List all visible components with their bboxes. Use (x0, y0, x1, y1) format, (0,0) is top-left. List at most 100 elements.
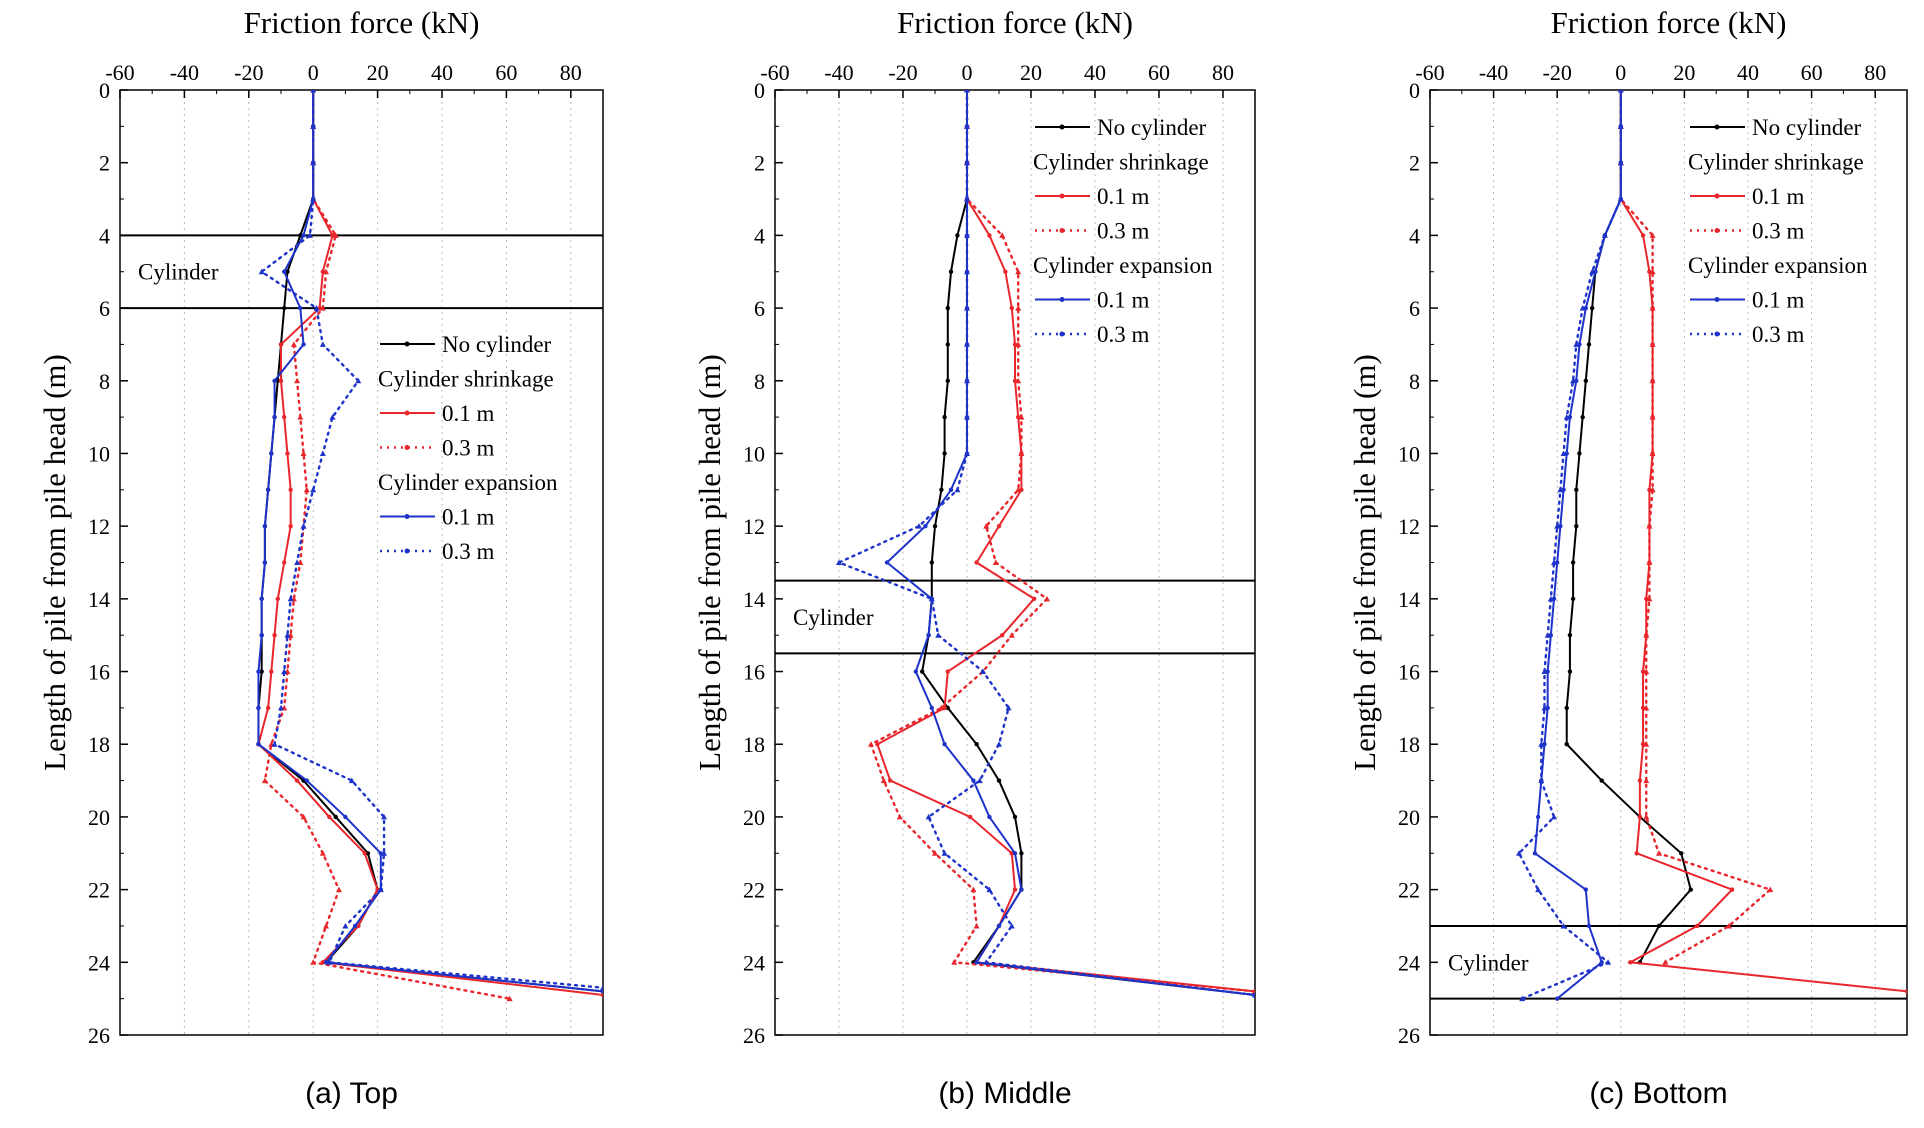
legend-marker (404, 548, 410, 554)
data-point (951, 959, 958, 965)
y-tick-label: 24 (88, 950, 110, 975)
y-tick-label: 26 (743, 1023, 765, 1048)
data-point (1583, 887, 1589, 892)
data-point (1000, 632, 1005, 638)
data-point (352, 923, 358, 929)
data-point (1519, 995, 1526, 1002)
data-point (1532, 851, 1538, 856)
y-tick-label: 2 (99, 151, 110, 176)
data-point (319, 341, 326, 347)
data-point (1560, 922, 1567, 929)
data-point (836, 559, 842, 565)
data-point (1008, 922, 1015, 929)
x-tick-label: -20 (1543, 60, 1572, 85)
legend-marker (1714, 193, 1720, 199)
data-point (983, 959, 990, 965)
x-tick-label: -40 (824, 60, 853, 85)
data-point (278, 378, 284, 383)
data-point (1541, 668, 1548, 675)
data-point (964, 414, 970, 420)
legend-group-label: Cylinder expansion (1033, 253, 1213, 278)
data-point (964, 159, 970, 166)
data-point (310, 959, 317, 965)
x-tick-label: -60 (105, 60, 134, 85)
legend: No cylinder Cylinder shrinkage 0.1 m 0.3 m C… (378, 332, 558, 564)
y-tick-label: 8 (1409, 369, 1420, 394)
data-point (262, 523, 268, 529)
data-point (973, 922, 980, 929)
x-tick-label: 60 (1801, 60, 1823, 85)
data-point (278, 342, 284, 347)
data-point (1044, 595, 1050, 602)
data-point (913, 669, 918, 674)
data-point (964, 268, 970, 275)
data-point (948, 269, 954, 274)
data-point (285, 451, 290, 456)
data-point (932, 523, 938, 529)
data-point (271, 741, 278, 747)
y-tick-label: 0 (1409, 78, 1420, 103)
data-point (971, 778, 976, 783)
data-point (896, 813, 903, 820)
data-point (964, 305, 970, 311)
legend-marker (1059, 297, 1065, 302)
x-tick-label: 20 (1020, 60, 1042, 85)
data-point (282, 414, 287, 420)
data-point (974, 960, 979, 965)
data-point (294, 778, 300, 783)
data-point (1544, 632, 1551, 638)
data-point (1019, 851, 1024, 856)
legend-marker (404, 445, 410, 450)
y-tick-label: 14 (1398, 587, 1420, 612)
data-point (319, 850, 326, 856)
data-point (1015, 377, 1022, 384)
data-point (1640, 233, 1646, 238)
data-point (377, 886, 384, 893)
plot-frame (774, 89, 1256, 1036)
y-tick-label: 14 (88, 587, 110, 612)
data-point (265, 705, 271, 711)
data-point (272, 414, 277, 420)
data-point (278, 704, 284, 711)
data-point (275, 596, 280, 602)
data-point (259, 632, 264, 638)
data-point (294, 377, 301, 384)
data-point (1589, 268, 1596, 275)
data-point (880, 777, 887, 784)
series-line-2 (263, 90, 511, 1000)
data-point (1516, 850, 1523, 856)
x-axis-title: Friction force (kN) (244, 5, 480, 40)
x-tick-label: 0 (308, 60, 319, 85)
panel-top: -60 -40 -20 0 20 40 60 800246810121416182022242… (37, 5, 604, 1110)
data-point (939, 487, 944, 493)
data-point (323, 268, 330, 275)
data-point (294, 559, 301, 565)
data-point (1646, 559, 1653, 565)
data-point (1538, 741, 1545, 747)
x-tick-label: 20 (1673, 60, 1695, 85)
data-point (996, 741, 1002, 747)
data-point (1551, 813, 1558, 820)
series-line-3 (1533, 90, 1622, 1000)
data-point (1617, 196, 1624, 202)
legend-label: 0.1 m (1752, 184, 1805, 209)
data-point (1601, 232, 1608, 238)
y-tick-label: 4 (99, 223, 110, 248)
data-point (1003, 269, 1008, 274)
data-point (272, 632, 277, 638)
panel-caption: (b) Middle (938, 1077, 1071, 1110)
data-point (970, 886, 977, 893)
data-point (259, 596, 264, 602)
data-point (310, 196, 317, 202)
data-point (506, 995, 513, 1002)
data-point (1015, 268, 1022, 275)
data-point (1646, 595, 1653, 602)
y-tick-label: 2 (1409, 151, 1420, 176)
y-axis-title: Length of pile from pile head (m) (37, 354, 72, 771)
data-point (281, 668, 288, 675)
y-tick-label: 16 (743, 660, 765, 685)
data-point (1012, 887, 1018, 892)
data-point (282, 305, 287, 311)
data-point (332, 232, 339, 238)
data-point (1564, 705, 1569, 711)
